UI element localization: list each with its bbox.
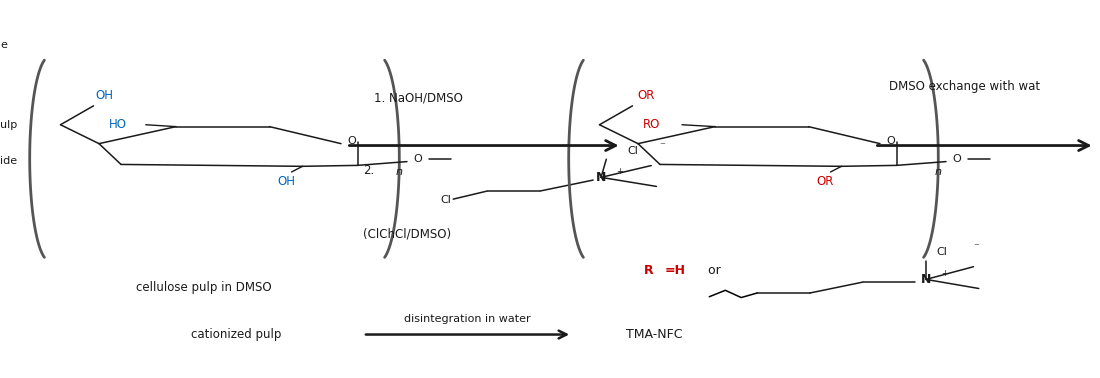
Text: n: n (395, 167, 403, 177)
Text: O: O (887, 136, 895, 146)
Text: ⁻: ⁻ (974, 242, 979, 252)
Text: +: + (616, 167, 623, 177)
Text: OH: OH (96, 89, 113, 102)
Text: HO: HO (109, 118, 126, 131)
Text: OR: OR (638, 89, 654, 102)
Text: O: O (348, 136, 356, 146)
Text: cellulose pulp in DMSO: cellulose pulp in DMSO (135, 281, 272, 294)
Text: ⁻: ⁻ (659, 141, 666, 152)
Text: or: or (704, 264, 720, 277)
Text: 2.: 2. (363, 164, 374, 177)
Text: Cl: Cl (440, 195, 451, 205)
Text: O: O (414, 154, 422, 164)
Text: +: + (940, 268, 948, 277)
Text: R: R (644, 264, 653, 277)
Text: disintegration in water: disintegration in water (404, 314, 531, 324)
Text: O: O (953, 154, 961, 164)
Text: N: N (596, 171, 606, 184)
Text: ulp: ulp (0, 120, 18, 130)
Text: 1. NaOH/DMSO: 1. NaOH/DMSO (374, 92, 463, 105)
Text: Cl: Cl (627, 146, 638, 156)
Text: ide: ide (0, 156, 18, 166)
Text: RO: RO (642, 118, 660, 131)
Text: N: N (921, 273, 932, 286)
Text: TMA-NFC: TMA-NFC (626, 328, 683, 341)
Text: Cl: Cl (936, 247, 947, 257)
Text: DMSO exchange with wat: DMSO exchange with wat (889, 81, 1040, 93)
Text: e: e (0, 40, 7, 50)
Text: OH: OH (277, 175, 295, 188)
Text: cationized pulp: cationized pulp (191, 328, 282, 341)
Text: n: n (934, 167, 942, 177)
Text: (ClChCl/DMSO): (ClChCl/DMSO) (363, 228, 451, 241)
Text: OR: OR (816, 175, 834, 188)
Text: =H: =H (664, 264, 685, 277)
